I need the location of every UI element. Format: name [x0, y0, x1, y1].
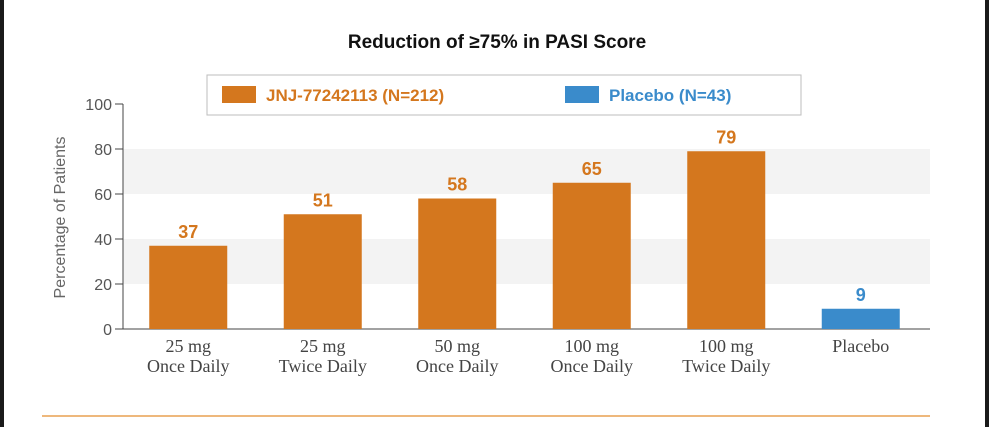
grid-band — [123, 149, 930, 194]
legend-swatch — [565, 86, 599, 103]
grid-band — [123, 239, 930, 284]
y-tick-label: 60 — [94, 187, 112, 204]
y-tick-label: 80 — [94, 142, 112, 159]
legend-label: JNJ-77242113 (N=212) — [266, 86, 444, 105]
bar — [283, 214, 362, 329]
bar — [149, 245, 228, 329]
y-axis: 0 20 40 60 80 100 Percentage of Patients — [52, 97, 930, 339]
x-category-label: 25 mg — [300, 336, 346, 356]
bar-value-label: 79 — [716, 127, 736, 147]
bar-value-label: 58 — [447, 175, 467, 195]
y-tick-label: 0 — [103, 322, 112, 339]
grid-bands — [123, 149, 930, 284]
y-tick-label: 40 — [94, 232, 112, 249]
x-category-label: 50 mg — [434, 336, 480, 356]
bar — [687, 151, 766, 329]
bar-value-label: 37 — [178, 222, 198, 242]
x-category-label: Twice Daily — [682, 356, 770, 376]
legend: JNJ-77242113 (N=212) Placebo (N=43) — [206, 74, 802, 116]
legend-box — [206, 74, 802, 116]
y-axis-label: Percentage of Patients — [52, 137, 69, 299]
x-category-label: 25 mg — [165, 336, 211, 356]
x-category-label: Placebo — [832, 336, 889, 356]
x-category-label: 100 mg — [564, 336, 619, 356]
right-edge-border — [985, 0, 989, 427]
x-category-label: 100 mg — [699, 336, 754, 356]
legend-swatch — [222, 86, 256, 103]
x-category-label: Once Daily — [551, 356, 633, 376]
left-edge-border — [0, 0, 4, 427]
chart-title: Reduction of ≥75% in PASI Score — [348, 32, 646, 53]
x-category-label: Once Daily — [147, 356, 229, 376]
bar — [418, 198, 497, 329]
bar-value-label: 65 — [582, 159, 602, 179]
x-category-label: Twice Daily — [279, 356, 367, 376]
bar — [552, 182, 631, 329]
bar-value-label: 51 — [313, 190, 333, 210]
bar — [821, 308, 900, 329]
y-tick-label: 100 — [85, 97, 112, 114]
y-tick-label: 20 — [94, 277, 112, 294]
x-category-label: Once Daily — [416, 356, 498, 376]
legend-label: Placebo (N=43) — [609, 86, 731, 105]
bar-value-label: 9 — [856, 285, 866, 305]
